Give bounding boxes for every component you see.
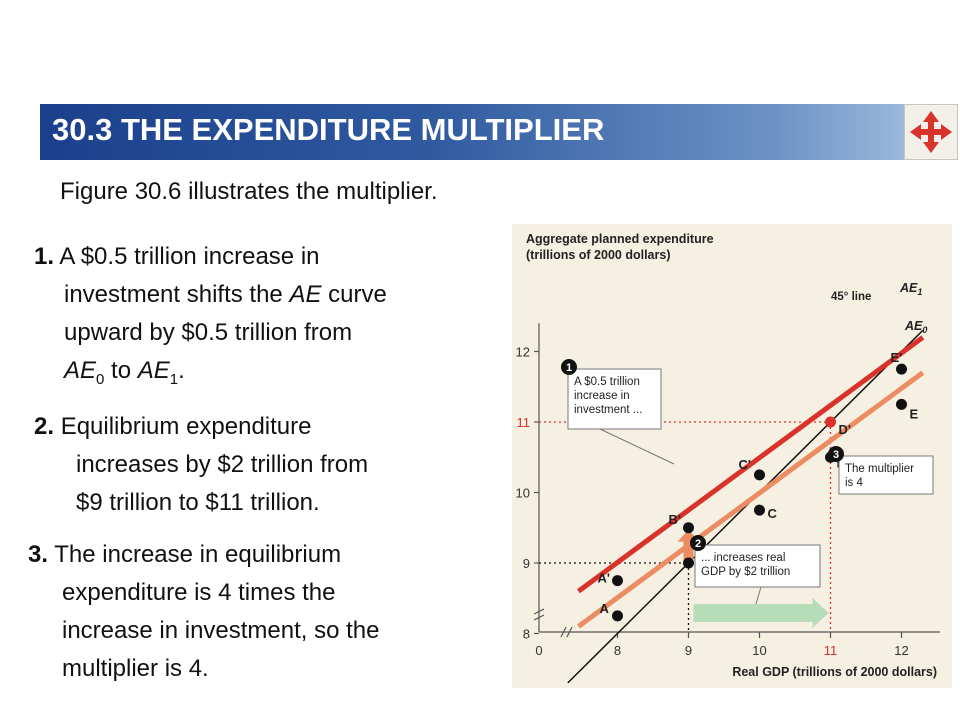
series-label-ae1: AE1 [899, 281, 922, 297]
point-2: 2. Equilibrium expenditure increases by … [34, 413, 369, 516]
callout-3-number: 3 [833, 449, 839, 461]
point-label: C' [739, 457, 751, 472]
navigation-button[interactable] [904, 104, 958, 160]
gdp-arrow-head [812, 598, 829, 628]
y-tick-label: 10 [516, 486, 530, 501]
callout-1-pointer [599, 428, 675, 465]
multiplier-chart: Aggregate planned expenditure (trillions … [512, 224, 952, 688]
point-label: C [768, 506, 778, 521]
point-e [896, 398, 907, 410]
point-label: E [910, 406, 919, 421]
point-a-prime [612, 575, 623, 587]
series-label-45: 45° line [831, 291, 871, 303]
x-tick-label: 12 [894, 643, 908, 658]
y-axis-title: Aggregate planned expenditure [526, 232, 714, 246]
point-3: 3. The increase in equilibrium expenditu… [28, 541, 380, 682]
y-tick-label: 9 [523, 556, 530, 571]
series-label-ae0-sub: 0 [922, 325, 927, 335]
callout-3-text: is 4 [845, 477, 864, 489]
gdp-arrow-shaft [693, 604, 814, 622]
point-label: B' [669, 512, 681, 527]
callout-1-box [567, 368, 662, 430]
point-label: E' [891, 350, 903, 365]
x-axis-title: Real GDP (trillions of 2000 dollars) [732, 665, 937, 679]
point-b [683, 557, 694, 569]
point-a [612, 610, 623, 622]
y-axis-break [533, 608, 545, 621]
origin-label: 0 [535, 643, 542, 658]
point-label: A' [598, 571, 610, 586]
point-b-prime [683, 522, 694, 534]
x-tick-label: 9 [685, 643, 692, 658]
page-title: 30.3 THE EXPENDITURE MULTIPLIER [52, 112, 605, 147]
45-degree-line [567, 329, 924, 684]
y-axis-subtitle: (trillions of 2000 dollars) [526, 248, 670, 262]
callout-2-box [694, 544, 821, 588]
point-c [754, 504, 765, 516]
point-number: 3. [28, 541, 49, 568]
series-label-ae0: AE0 [904, 319, 927, 335]
ae0-line [576, 370, 925, 629]
x-tick-label: 10 [752, 643, 766, 658]
point-label: D' [839, 422, 851, 437]
callout-1-text: investment ... [574, 404, 642, 416]
callout-1-text: increase in [574, 390, 630, 402]
title-bar: 30.3 THE EXPENDITURE MULTIPLIER [40, 104, 906, 160]
point-e-prime [896, 363, 907, 375]
series-label-ae1-sub: 1 [917, 287, 922, 297]
intro-text: Figure 30.6 illustrates the multiplier. [60, 178, 438, 205]
point-label: A [600, 601, 610, 616]
callout-2-text: ... increases real [701, 552, 785, 564]
callout-2-text: GDP by $2 trillion [701, 566, 790, 578]
point-1: 1. A $0.5 trillion increase in investmen… [34, 243, 387, 388]
callout-3-text: The multiplier [845, 463, 914, 475]
y-tick-label: 8 [523, 627, 530, 642]
callout-3-number-badge [828, 446, 844, 462]
four-way-arrow-icon [910, 111, 952, 153]
x-axis-break [560, 626, 573, 638]
callout-1-number-badge [561, 359, 577, 375]
callout-1-number: 1 [566, 362, 572, 374]
point-c-prime [754, 469, 765, 481]
point-number: 2. [34, 413, 55, 440]
callout-2-number: 2 [695, 538, 701, 550]
point-number: 1. [34, 243, 55, 270]
shift-arrow-shaft [683, 539, 694, 561]
y-tick-label: 11 [517, 415, 531, 430]
y-tick-label: 12 [516, 345, 530, 360]
ae1-line [576, 335, 925, 594]
callout-1-text: A $0.5 trillion [574, 376, 640, 388]
x-tick-label: 11 [824, 643, 838, 658]
point-d-prime [825, 416, 836, 428]
callout-3-box [838, 455, 934, 495]
callout-2-pointer [755, 586, 762, 605]
callout-2-number-badge [690, 535, 706, 551]
x-tick-label: 8 [614, 643, 621, 658]
chart-svg: Aggregate planned expenditure (trillions … [512, 224, 952, 688]
